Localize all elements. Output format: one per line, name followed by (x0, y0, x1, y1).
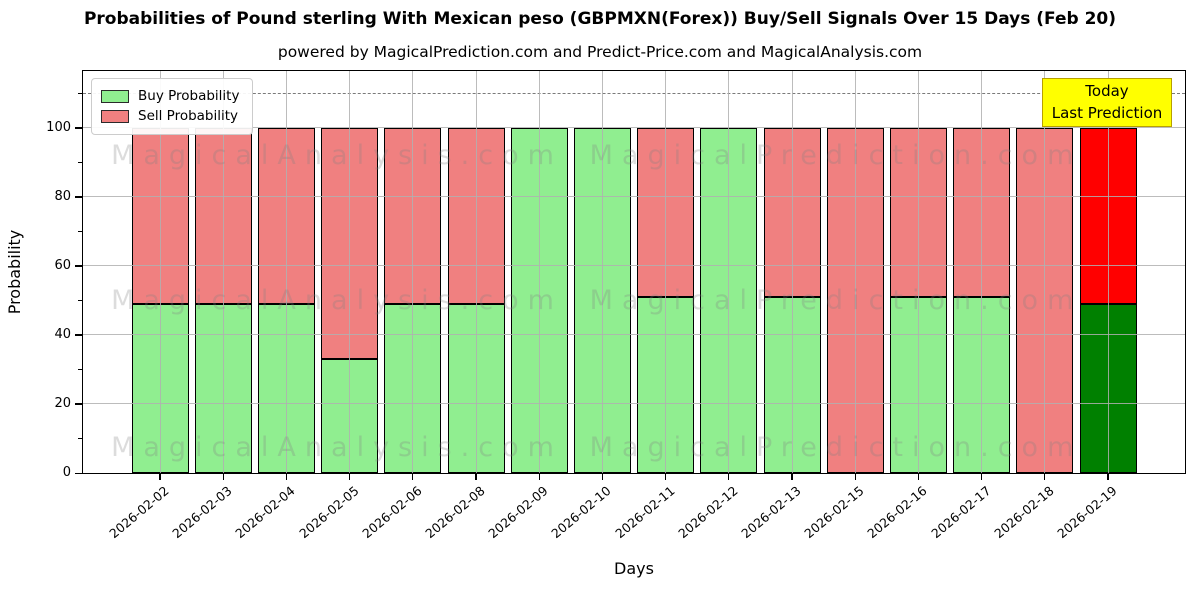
v-gridline (728, 71, 730, 473)
buy-swatch-icon (101, 90, 129, 103)
v-gridline (412, 71, 414, 473)
watermark-text: MagicalPrediction.com (589, 140, 1083, 171)
plot-area: Probability Days Buy Probability Sell Pr… (5, 70, 1186, 578)
today-annotation-line2: Last Prediction (1051, 103, 1163, 122)
watermark-text: MagicalAnalysis.com (111, 285, 563, 316)
v-gridline (285, 71, 287, 473)
y-minor-tick (78, 437, 82, 439)
y-tick (75, 403, 82, 405)
x-tick (159, 474, 161, 480)
y-tick-label: 100 (46, 119, 71, 135)
v-gridline (665, 71, 667, 473)
plot-canvas: Probability Days Buy Probability Sell Pr… (5, 71, 1185, 578)
y-tick-label: 20 (54, 395, 71, 411)
y-tick (75, 127, 82, 129)
h-gridline (83, 265, 1185, 267)
y-tick-label: 60 (54, 257, 71, 273)
y-tick (75, 196, 82, 198)
h-gridline (83, 127, 1185, 129)
y-minor-tick (78, 299, 82, 301)
x-tick (664, 474, 667, 480)
v-gridline (917, 71, 919, 473)
watermark-text: MagicalAnalysis.com (111, 140, 563, 171)
y-minor-tick (78, 92, 82, 94)
v-gridline (159, 71, 161, 473)
y-tick (75, 472, 82, 474)
legend-row-sell: Sell Probability (101, 108, 239, 125)
legend-label-sell: Sell Probability (138, 108, 239, 124)
v-gridline (538, 71, 540, 473)
chart-title: Probabilities of Pound sterling With Mex… (83, 9, 1117, 29)
threshold-line (83, 93, 1185, 95)
x-tick (475, 474, 477, 480)
x-tick (601, 474, 604, 480)
x-tick (1107, 474, 1109, 480)
today-annotation: Today Last Prediction (1042, 78, 1172, 127)
y-tick-label: 80 (54, 188, 71, 204)
y-tick (75, 334, 82, 336)
y-minor-tick (78, 368, 82, 370)
v-gridline (791, 71, 793, 473)
h-gridline (83, 196, 1185, 198)
v-gridline (854, 71, 856, 473)
x-tick (917, 474, 920, 480)
y-tick-label: 0 (62, 465, 71, 480)
y-tick-label: 40 (54, 326, 71, 342)
y-minor-tick (78, 230, 82, 232)
h-gridline (83, 334, 1185, 336)
watermark-text: MagicalPrediction.com (589, 432, 1083, 463)
x-tick (412, 474, 414, 480)
x-tick (538, 474, 540, 480)
today-annotation-line1: Today (1085, 82, 1129, 100)
x-tick (348, 474, 351, 480)
x-tick (1044, 474, 1046, 480)
sell-swatch-icon (101, 110, 129, 123)
legend-label-buy: Buy Probability (138, 88, 240, 104)
y-minor-tick (78, 161, 82, 163)
v-gridline (222, 71, 224, 473)
x-axis-label: Days (614, 559, 654, 578)
legend-row-buy: Buy Probability (101, 88, 239, 105)
x-tick (980, 474, 983, 480)
y-tick (75, 265, 82, 267)
h-gridline (83, 403, 1185, 405)
x-tick (791, 474, 793, 480)
y-axis-label: Probability (5, 229, 24, 315)
v-gridline (981, 71, 983, 473)
watermark-text: MagicalAnalysis.com (111, 432, 563, 463)
v-gridline (1044, 71, 1046, 473)
x-tick (728, 474, 730, 480)
x-tick (285, 474, 288, 480)
v-gridline (601, 71, 603, 473)
v-gridline (475, 71, 477, 473)
v-gridline (349, 71, 351, 473)
legend: Buy Probability Sell Probability (91, 78, 254, 135)
watermark-text: MagicalPrediction.com (589, 285, 1083, 316)
x-tick (854, 474, 856, 480)
x-tick (222, 474, 224, 480)
v-gridline (1107, 71, 1109, 473)
chart-subtitle: powered by MagicalPrediction.com and Pre… (277, 43, 923, 61)
